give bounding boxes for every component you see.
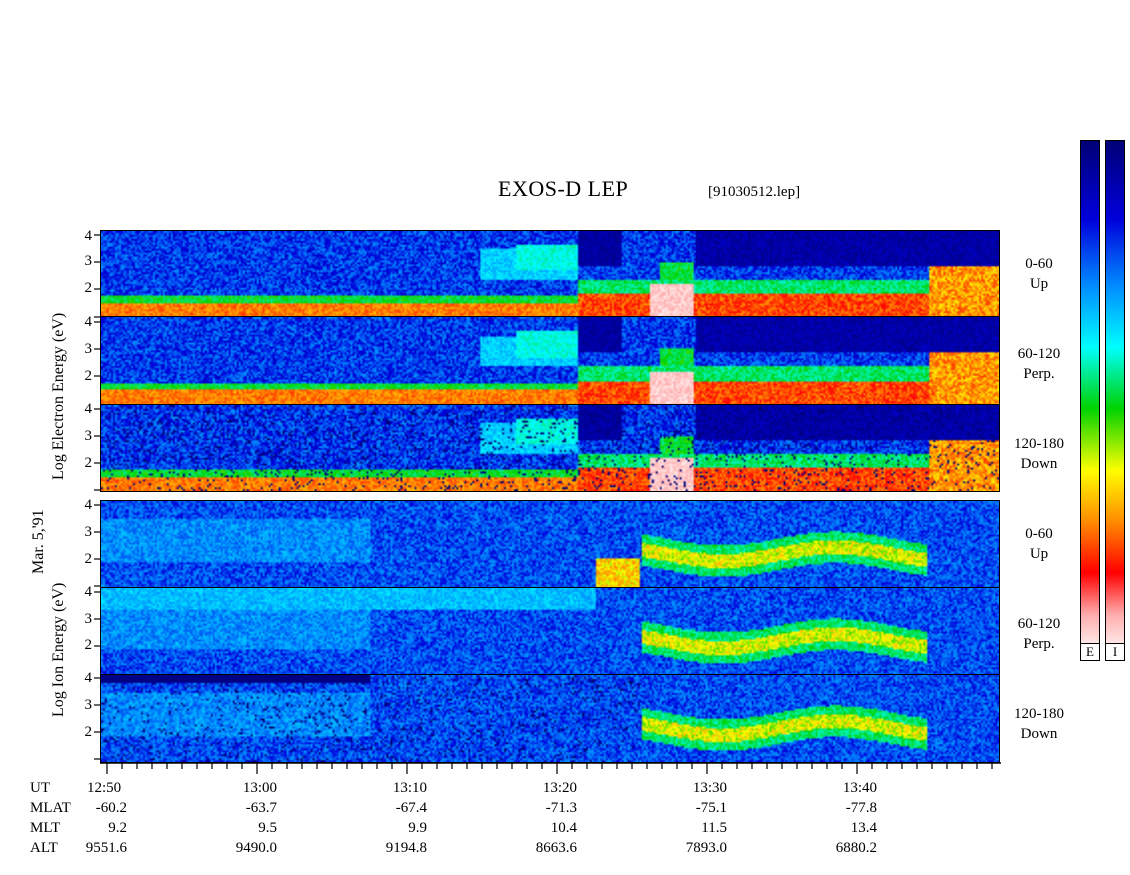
ephemeris-mlat-value: -71.3 [545,800,577,816]
ephemeris-mlat-value: -75.1 [695,800,727,816]
colorbar-label-i: I [1105,643,1125,661]
y-axis-ticks [94,234,101,760]
ephemeris-mlat-value: -60.2 [95,800,127,816]
y-tick-label: 4 [84,401,93,417]
colorbar-label-e: E [1080,643,1100,661]
ephemeris-ut-value: 13:40 [842,780,877,796]
y-tick-label: 2 [84,455,93,471]
ephemeris-ut-value: 13:10 [392,780,427,796]
row-label-ut: UT [30,780,50,796]
ephemeris-mlat-value: -77.8 [845,800,877,816]
ephemeris-alt-value: 7893.0 [685,840,727,856]
row-label-alt: ALT [30,840,58,856]
y-tick-label: 3 [84,524,93,540]
chart-title: EXOS-D LEP [498,176,629,201]
ion-panel-down [100,674,1000,763]
ion-panel-perp [100,587,1000,676]
ephemeris-mlat-value: -67.4 [395,800,427,816]
pitch-label: 0-60 [1025,526,1053,542]
y-tick-label: 4 [84,584,93,600]
ephemeris-alt-value: 9551.6 [85,840,127,856]
panel-label-electron-down: 120-180 Down [1004,434,1074,474]
direction-label: Perp. [1023,366,1055,382]
ephemeris-ut-value: 13:20 [542,780,577,796]
electron-axis-label: Log Electron Energy (eV) [50,312,67,480]
electron-panel-down [100,404,1000,492]
ephemeris-ut-value: 12:50 [87,780,122,796]
colorbar-electron [1080,140,1100,657]
direction-label: Up [1029,546,1049,562]
panel-label-ion-down: 120-180 Down [1004,704,1074,744]
y-tick-label: 4 [84,670,93,686]
ephemeris-mlt-value: 9.2 [108,820,127,836]
ephemeris-alt-value: 6880.2 [835,840,877,856]
ephemeris-mlt-value: 9.9 [408,820,427,836]
panel-label-ion-perp: 60-120 Perp. [1004,614,1074,654]
pitch-label: 120-180 [1014,436,1064,452]
ephemeris-mlat-value: -63.7 [245,800,277,816]
y-tick-label: 3 [84,611,93,627]
ephemeris-mlt-value: 10.4 [550,820,577,836]
ephemeris-ut-value: 13:30 [692,780,727,796]
ephemeris-mlt-value: 13.4 [850,820,877,836]
pitch-label: 60-120 [1017,346,1061,362]
panel-label-electron-perp: 60-120 Perp. [1004,344,1074,384]
ion-axis-label: Log Ion Energy (eV) [50,582,67,717]
y-tick-label: 3 [84,341,93,357]
y-tick-label: 4 [84,314,93,330]
colorbar-ion [1105,140,1125,657]
row-label-mlt: MLT [30,820,61,836]
ephemeris-alt-value: 8663.6 [535,840,577,856]
y-tick-label: 2 [84,551,93,567]
y-tick-label: 2 [84,368,93,384]
ion-panel-up [100,500,1000,589]
ephemeris-mlt-value: 11.5 [701,820,727,836]
y-tick-label: 2 [84,637,93,653]
file-name: [91030512.lep] [708,184,801,200]
direction-label: Down [1020,726,1058,742]
direction-label: Up [1029,276,1049,292]
electron-panel-up [100,230,1000,318]
ephemeris-ut-value: 13:00 [242,780,277,796]
direction-label: Perp. [1023,636,1055,652]
row-label-mlat: MLAT [30,800,71,816]
y-tick-label: 3 [84,253,93,269]
pitch-label: 120-180 [1014,706,1064,722]
pitch-label: 0-60 [1025,256,1053,272]
y-tick-label: 2 [84,280,93,296]
direction-label: Down [1020,456,1058,472]
panel-label-ion-up: 0-60 Up [1004,524,1074,564]
ephemeris-alt-value: 9194.8 [385,840,427,856]
pitch-label: 60-120 [1017,616,1061,632]
y-tick-label: 3 [84,428,93,444]
y-tick-label: 4 [84,497,93,513]
ephemeris-mlt-value: 9.5 [258,820,277,836]
panel-label-electron-up: 0-60 Up [1004,254,1074,294]
date-label: Mar. 5,'91 [30,509,47,574]
ephemeris-alt-value: 9490.0 [235,840,277,856]
y-tick-label: 4 [84,228,93,244]
y-tick-label: 3 [84,697,93,713]
x-axis [100,762,1001,774]
electron-panel-perp [100,316,1000,406]
y-tick-label: 2 [84,724,93,740]
